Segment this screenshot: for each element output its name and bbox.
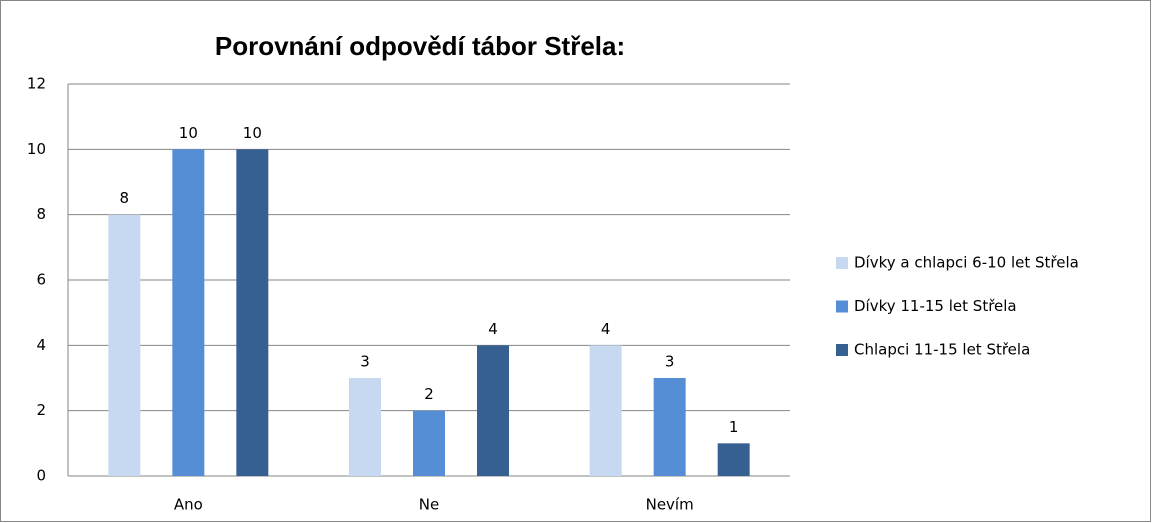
data-label: 10 xyxy=(243,124,262,142)
legend-swatch xyxy=(836,257,848,269)
y-tick-label: 10 xyxy=(27,140,46,158)
data-label: 3 xyxy=(360,353,370,371)
bar xyxy=(477,345,509,476)
y-tick-label: 12 xyxy=(27,75,46,93)
y-tick-label: 4 xyxy=(36,336,46,354)
bar xyxy=(413,410,445,476)
x-tick-label: Nevím xyxy=(646,496,694,514)
y-tick-label: 2 xyxy=(36,401,46,419)
legend-swatch xyxy=(836,344,848,356)
y-tick-label: 0 xyxy=(36,467,46,485)
x-tick-label: Ano xyxy=(174,496,203,514)
data-label: 3 xyxy=(665,353,675,371)
data-label: 1 xyxy=(729,418,739,436)
legend-label: Dívky 11-15 let Střela xyxy=(854,297,1017,315)
chart-title: Porovnání odpovědí tábor Střela: xyxy=(215,31,625,61)
data-label: 2 xyxy=(424,385,434,403)
bar xyxy=(589,345,622,476)
data-label: 8 xyxy=(120,189,130,207)
data-label: 4 xyxy=(488,320,498,338)
bar xyxy=(653,378,686,476)
data-label: 10 xyxy=(179,124,198,142)
data-label: 4 xyxy=(601,320,611,338)
legend-label: Dívky a chlapci 6-10 let Střela xyxy=(854,254,1079,272)
x-tick-label: Ne xyxy=(419,496,439,514)
legend-label: Chlapci 11-15 let Střela xyxy=(854,341,1030,359)
bar xyxy=(349,378,381,476)
y-tick-label: 6 xyxy=(36,271,46,289)
bar xyxy=(717,443,750,476)
bar xyxy=(236,149,269,477)
bar xyxy=(108,214,141,476)
y-tick-label: 8 xyxy=(36,205,46,223)
bar xyxy=(172,149,205,477)
legend-swatch xyxy=(836,300,848,313)
